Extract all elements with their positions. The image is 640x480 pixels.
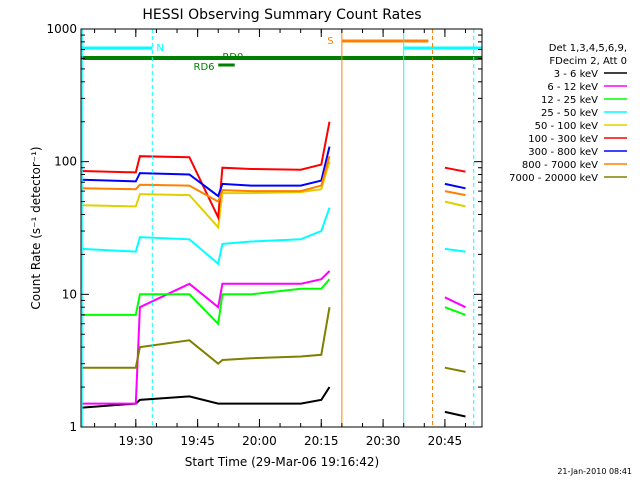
series-line-6	[82, 146, 331, 198]
legend-label-8: 7000 - 20000 keV	[509, 173, 598, 184]
series-line-1	[444, 296, 466, 309]
series-line-0	[82, 386, 331, 409]
legend-label-2: 12 - 25 keV	[541, 95, 598, 106]
legend-label-0: 3 - 6 keV	[554, 69, 598, 80]
series-line-7	[82, 155, 331, 204]
series-line-4	[444, 200, 466, 208]
legend-label-3: 25 - 50 keV	[541, 108, 598, 119]
y-axis-label: Count Rate (s⁻¹ detector⁻¹)	[29, 146, 43, 309]
x-tick-label-3: 20:15	[304, 434, 339, 448]
series-line-8	[82, 307, 331, 369]
render-timestamp: 21-Jan-2010 08:41	[557, 467, 632, 476]
ticks-layer: 19:30 19:45 20:00 20:15 20:30 20:45 1 10 100 1000	[46, 22, 482, 448]
series-line-4	[82, 161, 331, 230]
series-line-3	[444, 247, 466, 253]
x-tick-label-5: 20:45	[428, 434, 463, 448]
plot-frame	[80, 28, 483, 428]
series-layer	[82, 121, 466, 418]
y-tick-label-1: 10	[62, 287, 77, 301]
y-tick-label-3: 1000	[46, 22, 77, 36]
x-tick-label-1: 19:45	[180, 434, 215, 448]
series-line-2	[444, 306, 466, 316]
x-tick-label-0: 19:30	[119, 434, 154, 448]
legend-label-5: 100 - 300 keV	[528, 134, 598, 145]
series-line-0	[444, 410, 466, 418]
x-axis-label: Start Time (29-Mar-06 19:16:42)	[185, 455, 379, 469]
series-line-2	[82, 278, 331, 326]
series-line-7	[444, 190, 466, 197]
legend-header-line-2: FDecim 2, Att 0	[549, 56, 627, 67]
series-line-5	[444, 166, 466, 173]
y-tick-label-0: 1	[69, 420, 77, 434]
y-tick-label-2: 100	[54, 155, 77, 169]
flag-label-n: N	[156, 43, 163, 54]
legend-label-6: 300 - 800 keV	[528, 147, 598, 158]
chart-title: HESSI Observing Summary Count Rates	[142, 7, 421, 23]
x-tick-label-4: 20:30	[366, 434, 401, 448]
flag-label-rd0: RD0	[222, 52, 243, 63]
x-tick-label-2: 20:00	[242, 434, 277, 448]
series-line-8	[444, 366, 466, 373]
flag-label-s: S	[327, 36, 333, 47]
series-line-3	[82, 207, 331, 266]
flag-label-rd6: RD6	[194, 62, 215, 73]
legend-label-1: 6 - 12 keV	[547, 82, 598, 93]
legend-label-7: 800 - 7000 keV	[522, 160, 598, 171]
legend: Det 1,3,4,5,6,9, FDecim 2, Att 0 3 - 6 k…	[509, 43, 627, 184]
flags-layer: N S RD0 RD6	[81, 29, 482, 427]
legend-label-4: 50 - 100 keV	[535, 121, 599, 132]
legend-header-line-1: Det 1,3,4,5,6,9,	[549, 43, 627, 54]
series-line-6	[444, 182, 466, 190]
